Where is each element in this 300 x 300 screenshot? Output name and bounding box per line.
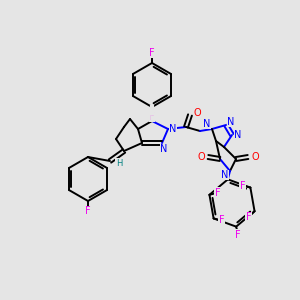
- Text: F: F: [214, 188, 220, 198]
- Text: N: N: [203, 119, 211, 129]
- Text: F: F: [149, 112, 155, 122]
- Text: H: H: [116, 158, 122, 167]
- Text: O: O: [193, 108, 201, 118]
- Text: F: F: [149, 48, 155, 58]
- Text: F: F: [149, 112, 155, 122]
- Text: O: O: [251, 152, 259, 162]
- Text: O: O: [197, 152, 205, 162]
- Text: N: N: [160, 144, 168, 154]
- Text: N: N: [169, 124, 177, 134]
- Text: N: N: [234, 130, 242, 140]
- Text: F: F: [219, 215, 224, 225]
- Text: N: N: [227, 117, 235, 127]
- Text: N: N: [221, 170, 229, 180]
- Text: F: F: [85, 206, 91, 216]
- Text: F: F: [246, 212, 251, 222]
- Text: F: F: [236, 230, 241, 240]
- Text: F: F: [240, 181, 245, 190]
